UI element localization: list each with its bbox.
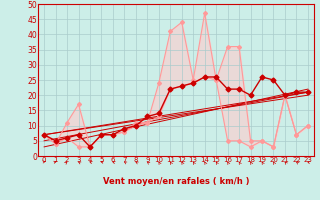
X-axis label: Vent moyen/en rafales ( km/h ): Vent moyen/en rafales ( km/h ) — [103, 177, 249, 186]
